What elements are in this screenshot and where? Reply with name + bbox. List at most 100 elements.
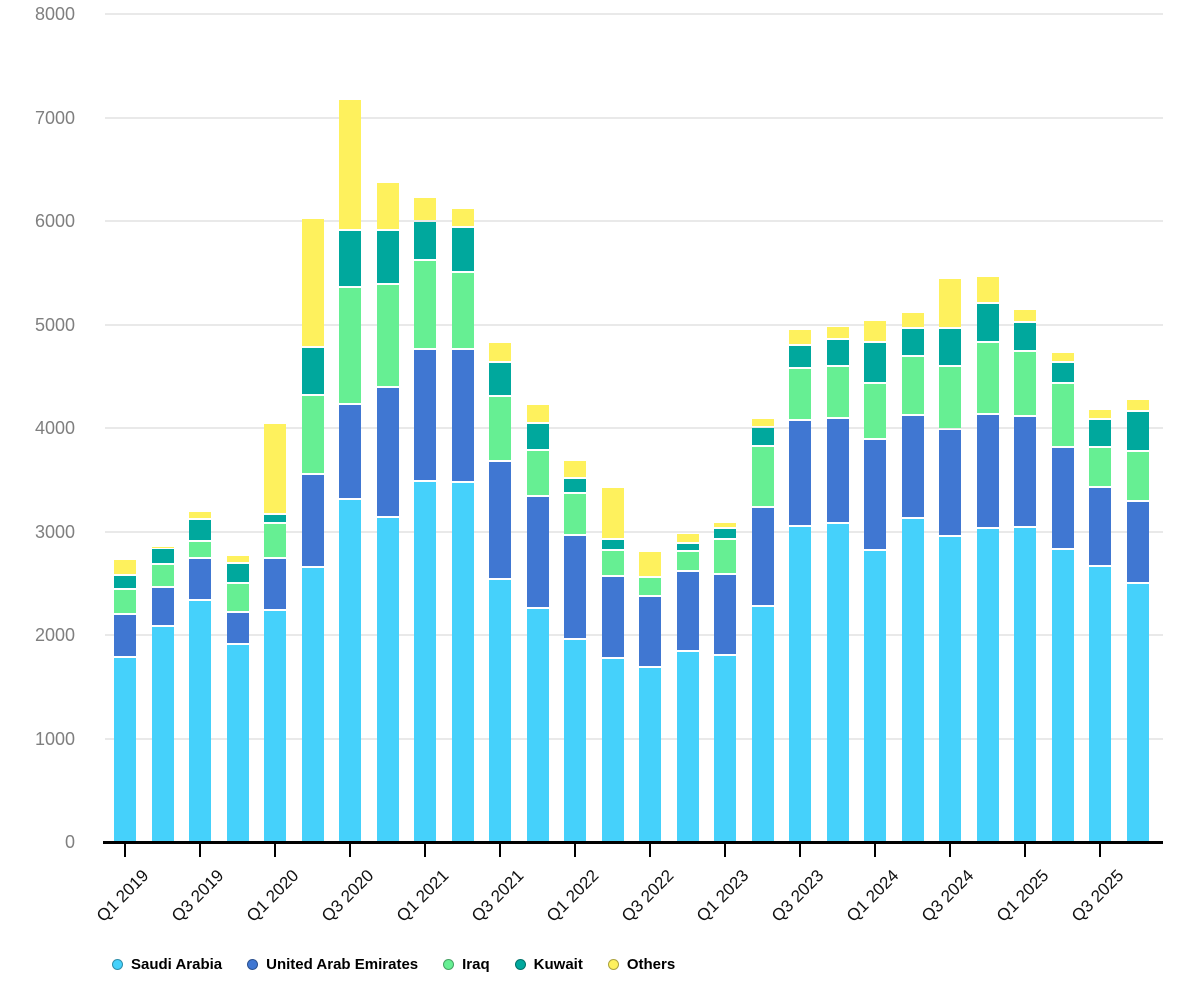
bar-segment-iraq[interactable] — [376, 285, 399, 386]
bar-segment-iraq[interactable] — [1014, 352, 1036, 415]
bar-segment-iraq[interactable] — [601, 550, 624, 575]
bar-segment-united-arab-emirates[interactable] — [639, 596, 661, 667]
bar-segment-saudi-arabia[interactable] — [639, 668, 661, 841]
bar-segment-united-arab-emirates[interactable] — [676, 571, 699, 650]
bar-segment-kuwait[interactable] — [189, 520, 211, 540]
bar-segment-others[interactable] — [151, 546, 174, 548]
bar-segment-others[interactable] — [339, 99, 361, 230]
bar-segment-others[interactable] — [301, 218, 324, 347]
bar-segment-others[interactable] — [676, 533, 699, 542]
bar-segment-united-arab-emirates[interactable] — [451, 350, 474, 481]
bar-segment-iraq[interactable] — [414, 261, 436, 349]
bar-segment-others[interactable] — [564, 461, 586, 477]
bar-segment-kuwait[interactable] — [939, 328, 961, 365]
bar-segment-kuwait[interactable] — [1051, 362, 1074, 383]
bar-segment-kuwait[interactable] — [601, 540, 624, 549]
bar-segment-saudi-arabia[interactable] — [676, 651, 699, 841]
bar-segment-others[interactable] — [939, 278, 961, 327]
bar-segment-kuwait[interactable] — [451, 228, 474, 271]
bar-segment-united-arab-emirates[interactable] — [901, 415, 924, 518]
bar-segment-united-arab-emirates[interactable] — [414, 350, 436, 480]
bar-segment-saudi-arabia[interactable] — [1014, 528, 1036, 841]
bar-segment-saudi-arabia[interactable] — [751, 607, 774, 841]
bar-segment-saudi-arabia[interactable] — [601, 658, 624, 841]
bar-segment-iraq[interactable] — [151, 564, 174, 587]
bar-segment-saudi-arabia[interactable] — [1126, 584, 1149, 841]
bar-segment-saudi-arabia[interactable] — [714, 655, 736, 841]
bar-segment-others[interactable] — [826, 326, 849, 338]
bar-segment-iraq[interactable] — [1126, 451, 1149, 501]
bar-segment-others[interactable] — [189, 511, 211, 519]
bar-segment-united-arab-emirates[interactable] — [189, 559, 211, 599]
bar-segment-iraq[interactable] — [489, 396, 511, 461]
bar-segment-others[interactable] — [1089, 410, 1111, 418]
bar-segment-kuwait[interactable] — [376, 231, 399, 284]
bar-segment-saudi-arabia[interactable] — [901, 519, 924, 841]
bar-segment-others[interactable] — [1051, 353, 1074, 361]
bar-segment-iraq[interactable] — [564, 494, 586, 534]
bar-segment-others[interactable] — [751, 418, 774, 426]
bar-segment-saudi-arabia[interactable] — [189, 600, 211, 841]
bar-segment-united-arab-emirates[interactable] — [1089, 487, 1111, 565]
bar-segment-saudi-arabia[interactable] — [489, 580, 511, 841]
bar-segment-iraq[interactable] — [526, 450, 549, 496]
bar-segment-kuwait[interactable] — [751, 427, 774, 445]
bar-segment-united-arab-emirates[interactable] — [976, 414, 999, 528]
bar-segment-iraq[interactable] — [976, 343, 999, 413]
bar-segment-others[interactable] — [264, 423, 286, 513]
bar-segment-united-arab-emirates[interactable] — [826, 418, 849, 523]
bar-segment-united-arab-emirates[interactable] — [601, 577, 624, 657]
bar-segment-saudi-arabia[interactable] — [414, 481, 436, 841]
bar-segment-united-arab-emirates[interactable] — [714, 574, 736, 654]
bar-segment-iraq[interactable] — [339, 288, 361, 404]
bar-segment-saudi-arabia[interactable] — [339, 500, 361, 841]
bar-segment-saudi-arabia[interactable] — [1089, 566, 1111, 841]
bar-segment-kuwait[interactable] — [676, 543, 699, 551]
bar-segment-saudi-arabia[interactable] — [564, 640, 586, 841]
bar-segment-saudi-arabia[interactable] — [114, 657, 136, 841]
bar-segment-united-arab-emirates[interactable] — [864, 440, 886, 550]
bar-segment-iraq[interactable] — [301, 395, 324, 473]
bar-segment-iraq[interactable] — [639, 578, 661, 595]
bar-segment-kuwait[interactable] — [526, 423, 549, 449]
bar-segment-saudi-arabia[interactable] — [451, 482, 474, 841]
bar-segment-kuwait[interactable] — [1089, 419, 1111, 446]
bar-segment-others[interactable] — [1014, 309, 1036, 322]
bar-segment-others[interactable] — [789, 329, 811, 345]
bar-segment-others[interactable] — [489, 343, 511, 361]
bar-segment-kuwait[interactable] — [901, 328, 924, 355]
legend-item-kuwait[interactable]: Kuwait — [514, 956, 583, 973]
bar-segment-saudi-arabia[interactable] — [1051, 550, 1074, 841]
bar-segment-kuwait[interactable] — [976, 303, 999, 342]
bar-segment-united-arab-emirates[interactable] — [376, 387, 399, 516]
bar-segment-iraq[interactable] — [264, 524, 286, 558]
bar-segment-kuwait[interactable] — [864, 343, 886, 383]
bar-segment-iraq[interactable] — [114, 589, 136, 614]
bar-segment-united-arab-emirates[interactable] — [264, 559, 286, 610]
legend-item-saudi-arabia[interactable]: Saudi Arabia — [112, 956, 222, 973]
bar-segment-others[interactable] — [414, 198, 436, 220]
bar-segment-saudi-arabia[interactable] — [376, 518, 399, 841]
bar-segment-others[interactable] — [114, 560, 136, 574]
bar-segment-united-arab-emirates[interactable] — [301, 474, 324, 566]
bar-segment-united-arab-emirates[interactable] — [939, 430, 961, 535]
bar-segment-saudi-arabia[interactable] — [789, 527, 811, 841]
bar-segment-saudi-arabia[interactable] — [226, 644, 249, 841]
bar-segment-others[interactable] — [601, 487, 624, 539]
bar-segment-united-arab-emirates[interactable] — [526, 497, 549, 608]
bar-segment-iraq[interactable] — [451, 272, 474, 349]
bar-segment-united-arab-emirates[interactable] — [151, 588, 174, 625]
bar-segment-iraq[interactable] — [189, 541, 211, 558]
bar-segment-others[interactable] — [526, 405, 549, 422]
bar-segment-saudi-arabia[interactable] — [264, 611, 286, 841]
bar-segment-iraq[interactable] — [939, 366, 961, 429]
bar-segment-others[interactable] — [1126, 400, 1149, 411]
bar-segment-others[interactable] — [639, 552, 661, 577]
bar-segment-iraq[interactable] — [751, 446, 774, 506]
bar-segment-iraq[interactable] — [826, 366, 849, 417]
bar-segment-saudi-arabia[interactable] — [864, 551, 886, 841]
bar-segment-united-arab-emirates[interactable] — [751, 507, 774, 606]
legend-item-united-arab-emirates[interactable]: United Arab Emirates — [247, 956, 418, 973]
bar-segment-united-arab-emirates[interactable] — [789, 421, 811, 526]
bar-segment-iraq[interactable] — [789, 368, 811, 420]
